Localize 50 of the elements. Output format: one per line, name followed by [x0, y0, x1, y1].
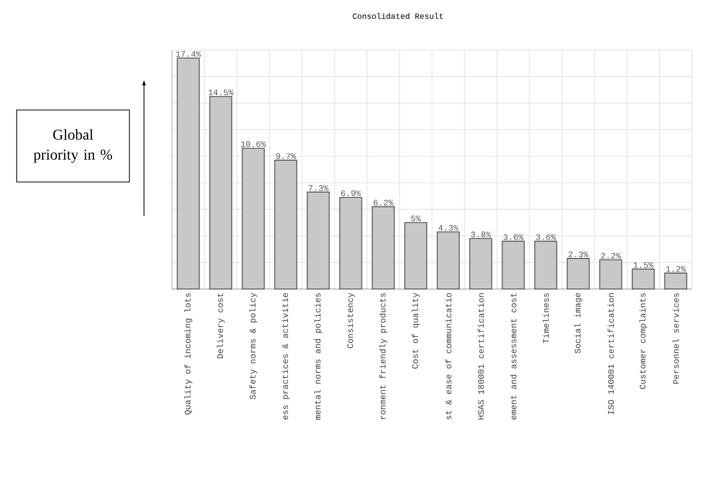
x-tick-label: Safety norms & policy [249, 292, 258, 400]
x-tick-label: Delivery cost [216, 293, 225, 358]
bar [404, 222, 428, 290]
bar [372, 206, 395, 290]
x-tick-label: st & ease of communicatio [445, 293, 452, 420]
x-tick-label: Social image [574, 293, 582, 354]
bar [176, 58, 200, 290]
data-label: 17.4% [176, 51, 202, 57]
x-tick-label: ement and assessment cost [510, 293, 516, 420]
bar [599, 259, 622, 290]
bar [274, 160, 298, 290]
bar [209, 96, 232, 290]
x-tick-label: Consistency [346, 292, 355, 348]
x-tick-label: mental norms and policies [314, 293, 322, 420]
bar [242, 148, 265, 290]
x-tick-label: Customer complaints [639, 293, 648, 389]
x-tick-label: Personnel services [672, 293, 679, 384]
x-tick-label: HSAS 180001 certification [478, 293, 484, 420]
x-tick-label: Quality of incoming lots [184, 293, 192, 415]
data-label: 14.5% [208, 90, 234, 96]
chart-title: Consolidated Result [352, 13, 443, 19]
data-label: 1.2% [666, 266, 686, 272]
data-label: 3.8% [471, 232, 491, 238]
data-label: 9.7% [276, 153, 296, 159]
bar [306, 192, 330, 290]
x-tick-label: Cost of quality [412, 292, 420, 369]
data-label: 6.9% [341, 190, 361, 196]
data-label: 5% [411, 216, 421, 222]
data-label: 7.3% [308, 185, 328, 191]
bar [339, 196, 362, 290]
x-tick-label: ronment friendly products [379, 293, 388, 420]
data-label: 1.5% [634, 262, 654, 268]
x-tick-label: ess practices & activitie [282, 293, 290, 420]
bar [632, 268, 655, 290]
bar [502, 240, 525, 290]
data-label: 3.6% [536, 234, 556, 240]
bar [534, 240, 558, 290]
x-tick-label: ISO 140001 certification [608, 293, 614, 414]
data-label: 2.2% [601, 252, 621, 259]
data-label: 3.6% [504, 234, 524, 240]
x-tick-label: Timeliness [542, 293, 549, 344]
data-label: 10.6% [241, 141, 266, 148]
bar [566, 258, 590, 290]
data-label: 2.3% [568, 251, 588, 258]
bar [664, 272, 688, 290]
data-label: 4.3% [438, 224, 458, 231]
y-axis-title: Global priority in % [34, 129, 112, 163]
data-label: 6.2% [374, 200, 394, 206]
bar [469, 238, 492, 290]
bar [436, 232, 460, 290]
